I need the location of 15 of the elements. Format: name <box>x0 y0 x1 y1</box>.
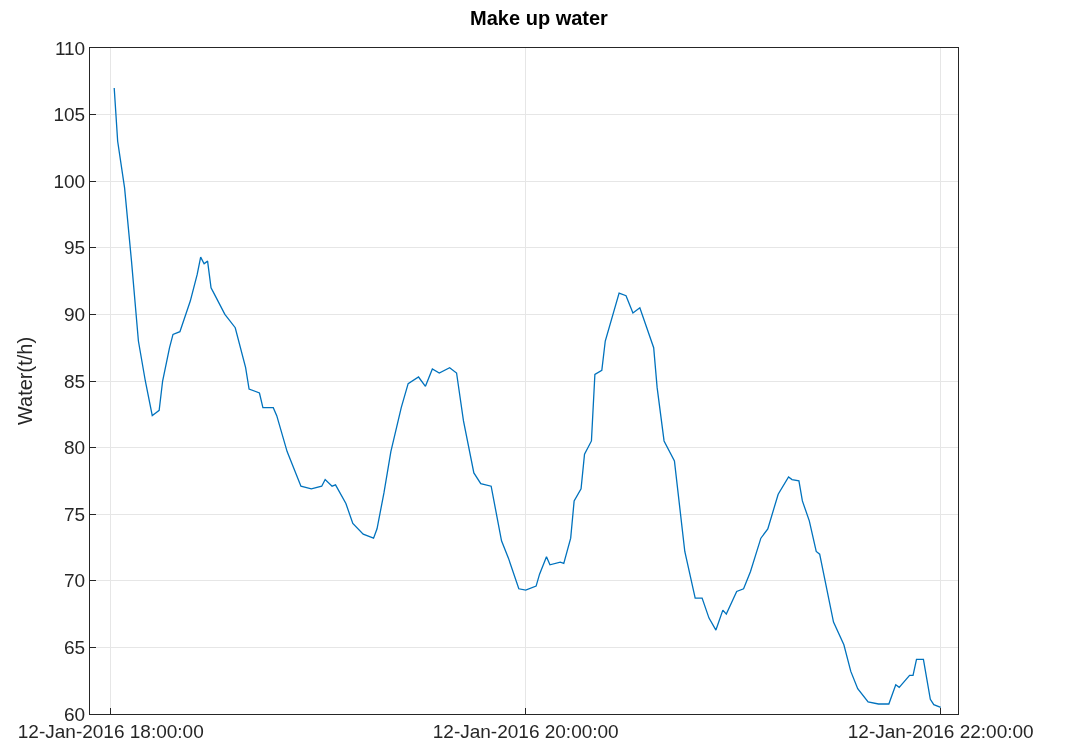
y-tick-label: 75 <box>64 503 86 525</box>
x-tick-label: 12-Jan-2016 22:00:00 <box>847 720 1034 742</box>
y-tick-label: 90 <box>64 304 86 326</box>
chart-title: Make up water <box>470 7 609 30</box>
line-series <box>113 87 942 708</box>
y-tick-label: 100 <box>53 170 86 192</box>
y-tick-label: 110 <box>54 37 86 59</box>
y-tick-label: 105 <box>53 104 86 126</box>
y-axis-title: Water(t/h) <box>14 336 36 426</box>
y-tick-label: 65 <box>64 637 86 659</box>
y-tick-label: 85 <box>64 370 86 392</box>
y-tick-label: 95 <box>64 237 86 259</box>
x-tick-label: 12-Jan-2016 20:00:00 <box>432 720 619 742</box>
y-tick-label: 70 <box>64 570 86 592</box>
y-tick-label: 80 <box>64 437 86 459</box>
